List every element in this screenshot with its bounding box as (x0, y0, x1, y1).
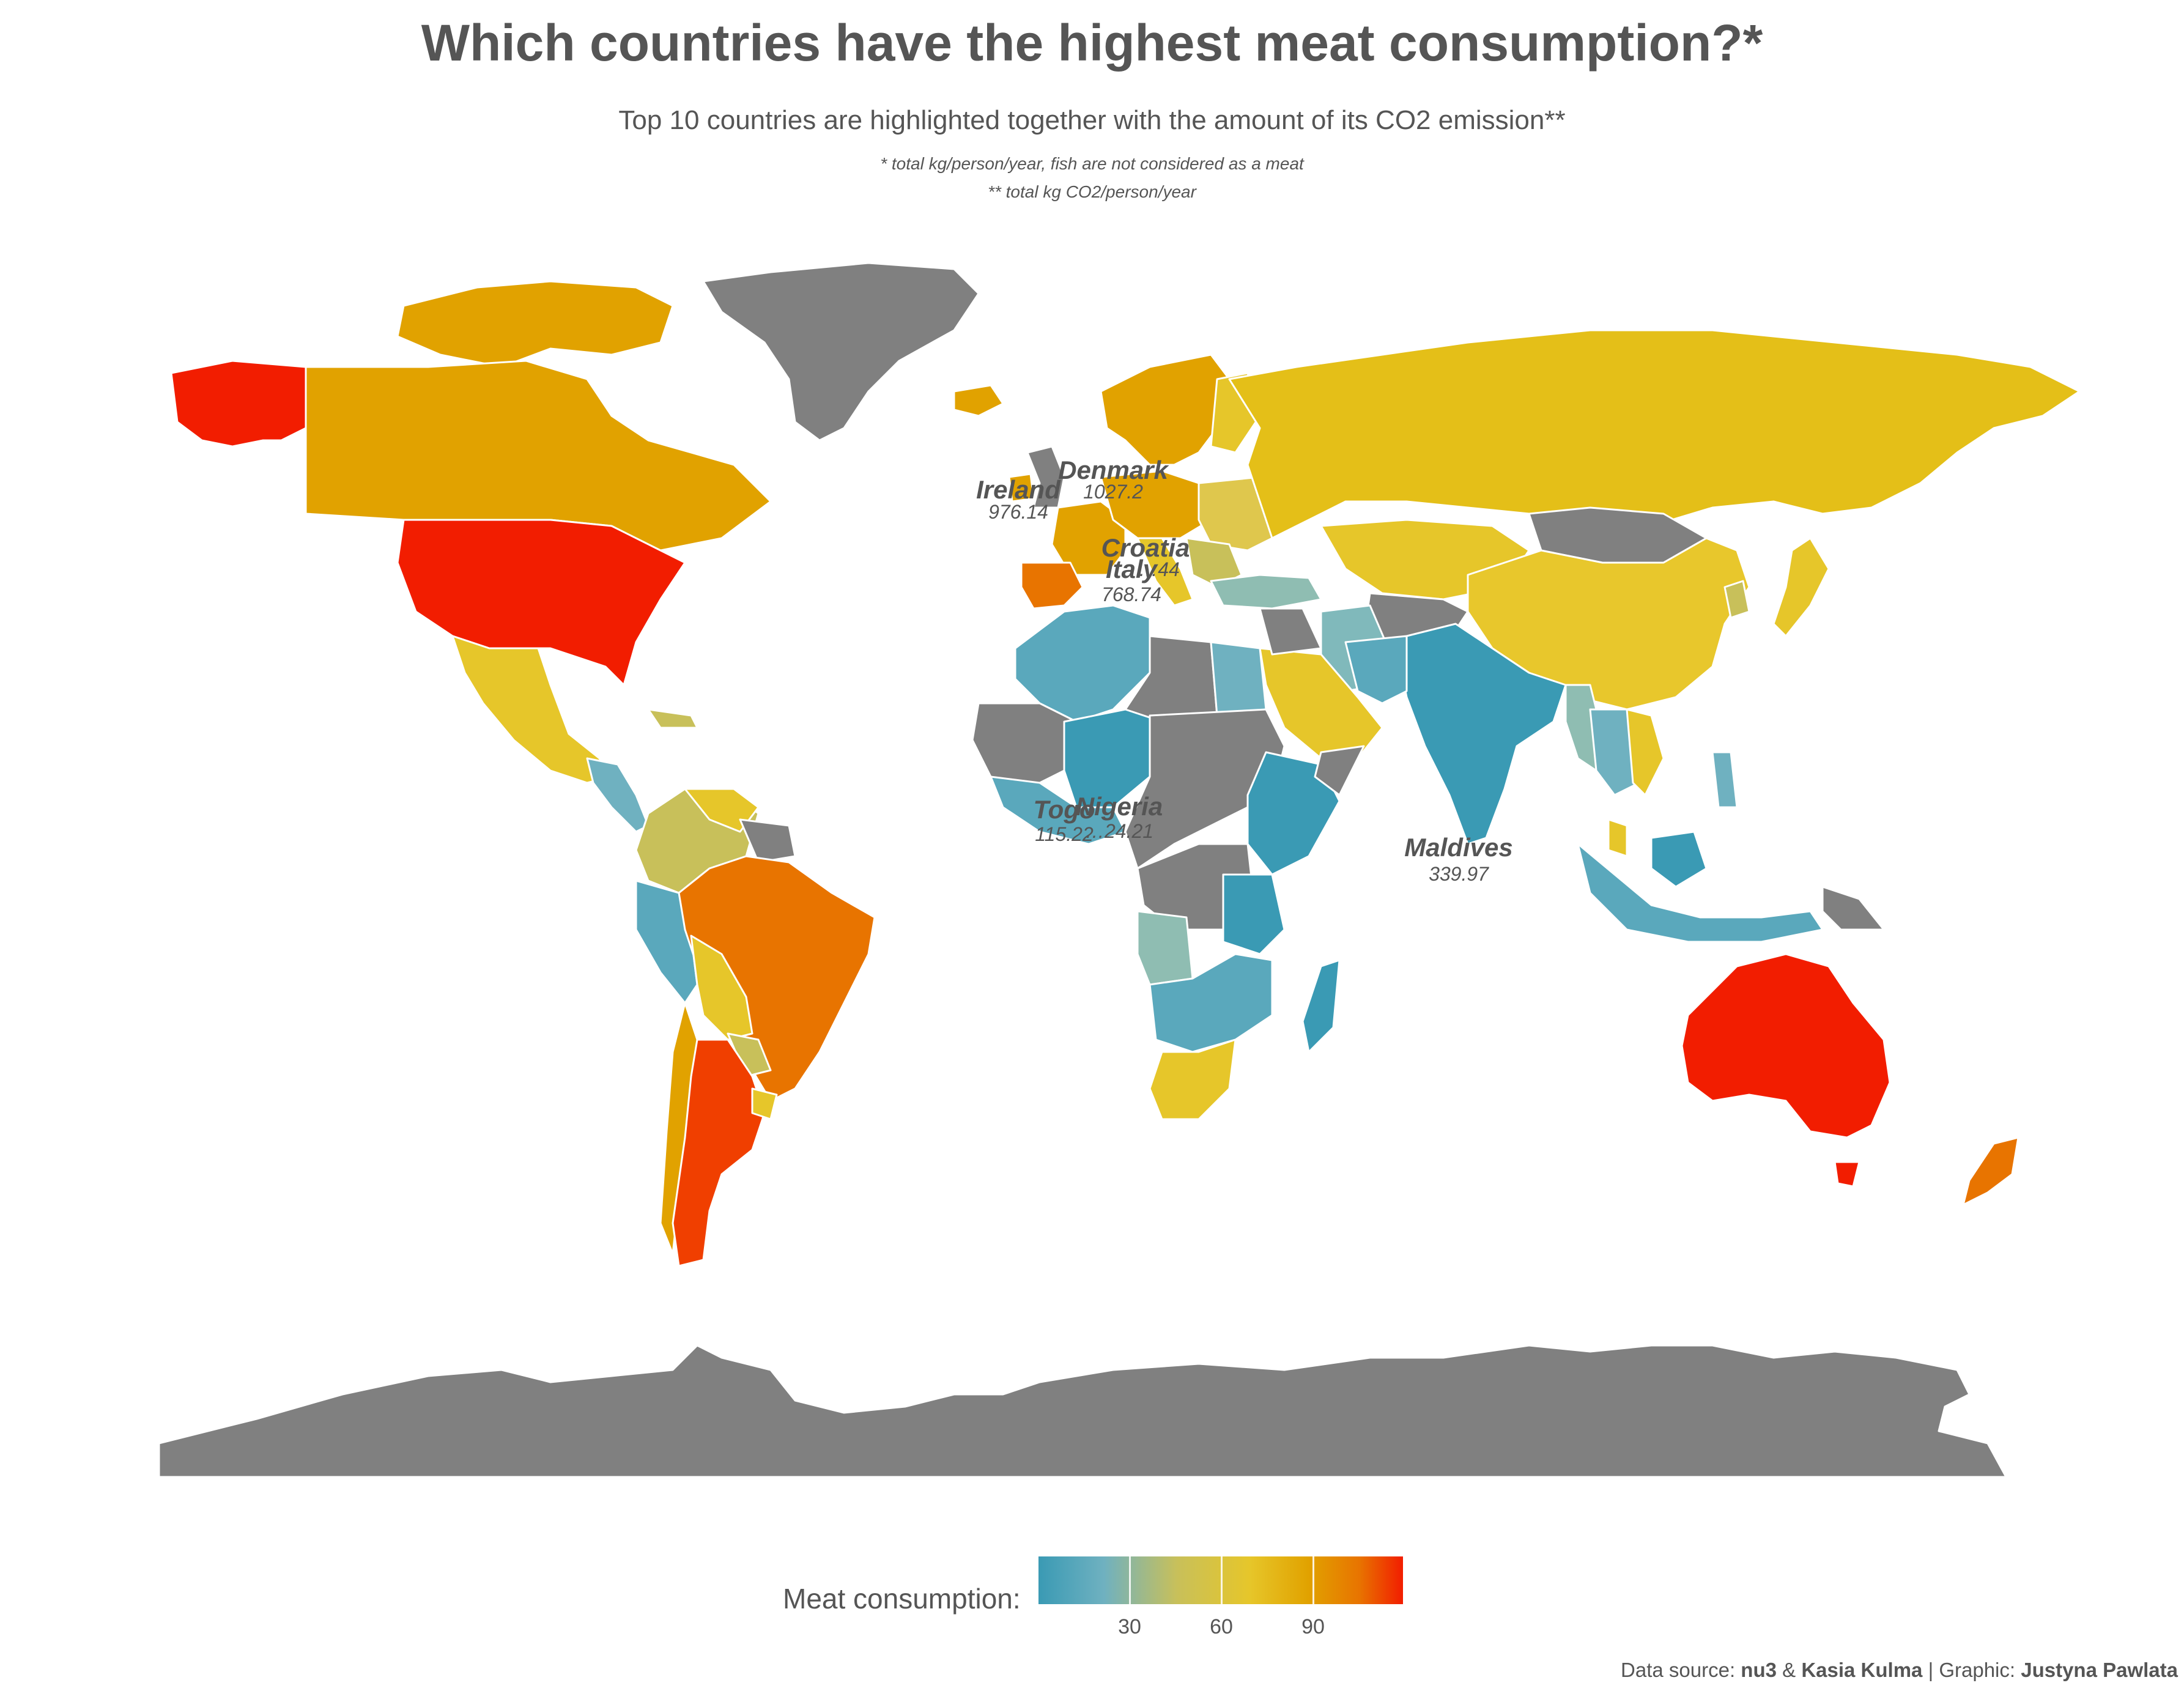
chart-title: Which countries have the highest meat co… (421, 14, 1763, 72)
region-tasmania (1834, 1161, 1860, 1188)
region-central-europe (1100, 470, 1212, 539)
chart-subtitle: Top 10 countries are highlighted togethe… (618, 105, 1566, 135)
legend-tick-90: 90 (1301, 1615, 1325, 1638)
region-arctic-islands (396, 280, 674, 368)
region-uruguay (751, 1087, 778, 1120)
region-argentina (672, 1038, 766, 1267)
source-separator: | Graphic: (1922, 1659, 2021, 1681)
region-madagascar (1301, 959, 1341, 1053)
region-canada (305, 360, 772, 552)
region-central-africa (1124, 708, 1286, 870)
region-india (1399, 623, 1567, 845)
region-angola (1136, 910, 1194, 986)
region-korea (1723, 580, 1750, 619)
source-amp: & (1776, 1659, 1802, 1681)
region-scandinavia (1100, 353, 1231, 466)
legend-title: Meat consumption: (783, 1583, 1021, 1615)
region-australia (1681, 953, 1891, 1139)
region-indonesia (1577, 843, 1824, 943)
legend-tickmark-90 (1312, 1556, 1314, 1604)
region-guyanas (739, 818, 796, 864)
graphic-author: Justyna Pawlata (2021, 1659, 2178, 1681)
region-italy (1136, 537, 1194, 607)
region-malaysia (1607, 818, 1628, 857)
label-value-togo: 115.22 (1035, 823, 1094, 845)
source-nu3: nu3 (1741, 1659, 1777, 1681)
label-value-maldives: 339.97 (1429, 863, 1489, 885)
region-horn (1314, 745, 1365, 796)
label-name-ireland: Ireland (976, 475, 1061, 504)
label-value-denmark: 1027.2 (1083, 481, 1143, 503)
label-name-denmark: Denmark (1058, 456, 1169, 484)
region-tanzania (1222, 873, 1286, 955)
source-prefix: Data source: (1621, 1659, 1741, 1681)
region-levant (1259, 607, 1322, 656)
region-south-africa (1149, 1038, 1237, 1120)
region-central-america (586, 757, 650, 833)
label-name-nigeria: Nigeria (1076, 792, 1163, 821)
region-caribbean (647, 708, 698, 729)
label-name-maldives: Maldives (1404, 833, 1512, 862)
region-turkey (1210, 574, 1322, 610)
region-egypt (1210, 641, 1267, 717)
region-new-zealand (1962, 1136, 2019, 1206)
legend: Meat consumption: 30 60 90 (783, 1556, 1425, 1642)
legend-tickmark-30 (1129, 1556, 1131, 1604)
region-sahel (1063, 708, 1163, 808)
label-value-italy: 768.74 (1101, 583, 1161, 605)
label-name-italy: Italy (1106, 555, 1159, 583)
region-usa (396, 519, 686, 686)
footnote-meat: * total kg/person/year, fish are not con… (880, 154, 1304, 173)
region-japan (1772, 537, 1830, 637)
legend-tickmark-60 (1221, 1556, 1223, 1604)
label-value-ireland: 976.14 (988, 501, 1048, 523)
region-iceland (953, 384, 1004, 417)
label-value-nigeria: …24.21 (1085, 820, 1153, 842)
region-vietnam (1626, 708, 1665, 796)
label-name-togo: Togo (1033, 795, 1095, 824)
region-west-africa (971, 702, 1078, 790)
region-southern-africa (1149, 953, 1273, 1053)
region-antarctica (158, 1344, 2007, 1478)
label-name-croatia: Croatia (1101, 533, 1190, 562)
region-alaska (170, 360, 307, 448)
legend-tick-60: 60 (1210, 1615, 1233, 1638)
region-pakistan (1344, 635, 1408, 705)
region-png (1821, 886, 1885, 931)
region-borneo (1650, 831, 1708, 888)
region-ireland (1008, 473, 1035, 503)
source-kasia-kulma: Kasia Kulma (1801, 1659, 1923, 1681)
region-philippines (1711, 751, 1738, 808)
region-north-africa (1014, 604, 1151, 723)
label-value-croatia: …44 (1138, 558, 1180, 580)
data-source-credit: Data source: nu3 & Kasia Kulma | Graphic… (1621, 1659, 2178, 1682)
region-france (1051, 500, 1127, 576)
footnote-co2: ** total kg CO2/person/year (988, 182, 1196, 201)
region-spain (1020, 561, 1084, 610)
legend-colorbar (1038, 1556, 1403, 1604)
region-greenland (702, 262, 980, 442)
legend-tick-30: 30 (1118, 1615, 1141, 1638)
region-russia (1228, 329, 2081, 539)
